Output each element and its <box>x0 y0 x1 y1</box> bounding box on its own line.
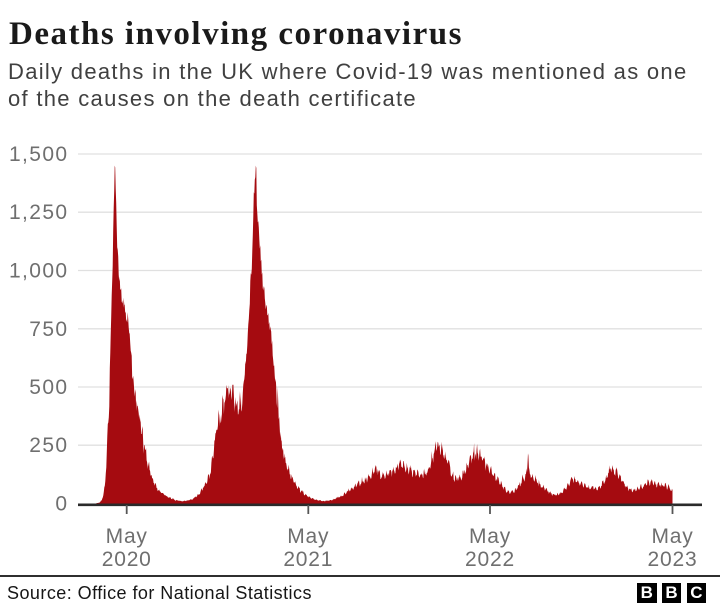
svg-text:0: 0 <box>55 493 68 516</box>
svg-text:2022: 2022 <box>465 548 515 571</box>
svg-text:May: May <box>469 525 511 548</box>
svg-text:2021: 2021 <box>283 548 333 571</box>
svg-text:750: 750 <box>29 318 68 341</box>
svg-text:May: May <box>287 525 329 548</box>
svg-text:1,500: 1,500 <box>9 143 69 166</box>
svg-text:May: May <box>651 525 693 548</box>
svg-text:2020: 2020 <box>102 548 152 571</box>
svg-text:250: 250 <box>29 434 68 457</box>
svg-text:500: 500 <box>29 376 68 399</box>
svg-text:1,250: 1,250 <box>9 201 69 224</box>
svg-text:2023: 2023 <box>648 548 698 571</box>
svg-text:May: May <box>106 525 148 548</box>
svg-text:1,000: 1,000 <box>9 260 69 283</box>
